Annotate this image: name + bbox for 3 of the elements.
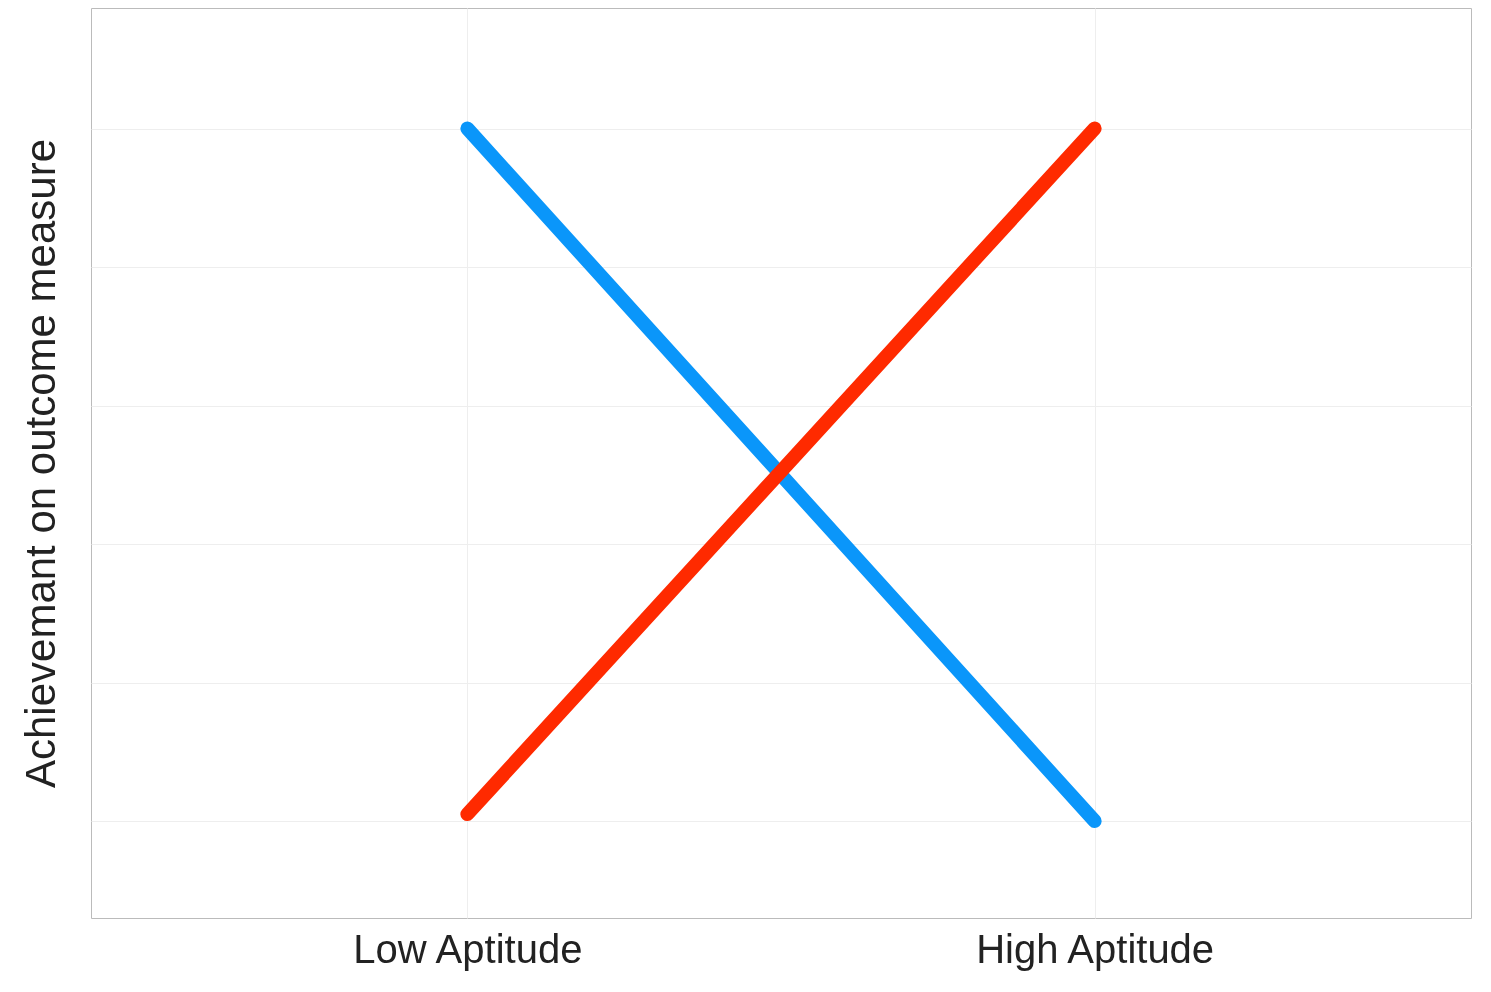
x-tick-label: High Aptitude: [976, 926, 1215, 971]
x-tick-label: Low Aptitude: [353, 926, 583, 971]
y-axis-title: Achievemant on outcome measure: [16, 138, 64, 789]
